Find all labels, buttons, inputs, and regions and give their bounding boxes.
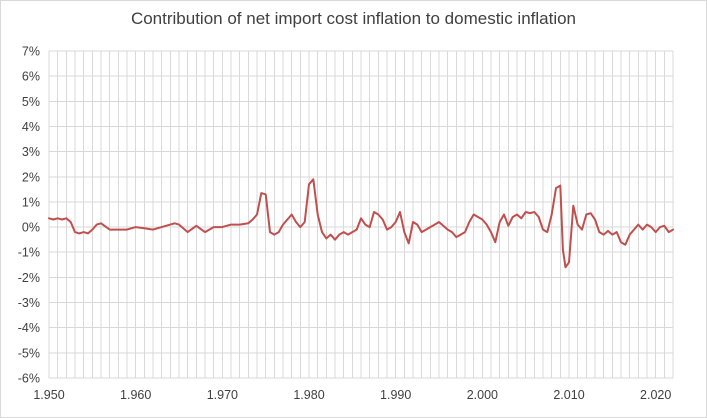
- y-tick-label: -1%: [18, 246, 40, 260]
- y-axis-tick-labels: 7% 6% 5% 4% 3% 2% 1% 0% -1% -2% -3% -4% -5% -6%: [18, 45, 40, 386]
- y-tick-label: -3%: [18, 296, 40, 310]
- chart-title: Contribution of net import cost inflatio…: [130, 9, 577, 28]
- y-tick-label: 0%: [22, 221, 40, 235]
- y-tick-label: -6%: [18, 372, 40, 386]
- x-tick-label: 1.980: [293, 388, 324, 402]
- x-tick-label: 2.010: [553, 388, 584, 402]
- gridlines: [48, 50, 674, 379]
- x-tick-label: 2.020: [640, 388, 671, 402]
- y-tick-label: 5%: [22, 95, 40, 109]
- x-tick-label: 2.000: [467, 388, 498, 402]
- y-tick-label: 6%: [22, 70, 40, 84]
- y-tick-label: 4%: [22, 120, 40, 134]
- y-tick-label: 3%: [22, 145, 40, 159]
- y-tick-label: -5%: [18, 346, 40, 360]
- x-tick-label: 1.970: [207, 388, 238, 402]
- series-lines: [48, 178, 674, 269]
- y-tick-label: 1%: [22, 195, 40, 209]
- y-tick-label: -4%: [18, 321, 40, 335]
- x-tick-label: 1.950: [33, 388, 64, 402]
- series-line-1: [48, 178, 674, 269]
- x-tick-label: 1.990: [380, 388, 411, 402]
- y-tick-label: 2%: [22, 170, 40, 184]
- x-tick-label: 1.960: [120, 388, 151, 402]
- y-tick-label: -2%: [18, 271, 40, 285]
- y-tick-label: 7%: [22, 45, 40, 59]
- x-axis-tick-labels: 1.950 1.960 1.970 1.980 1.990 2.000 2.010 2.020: [33, 388, 671, 402]
